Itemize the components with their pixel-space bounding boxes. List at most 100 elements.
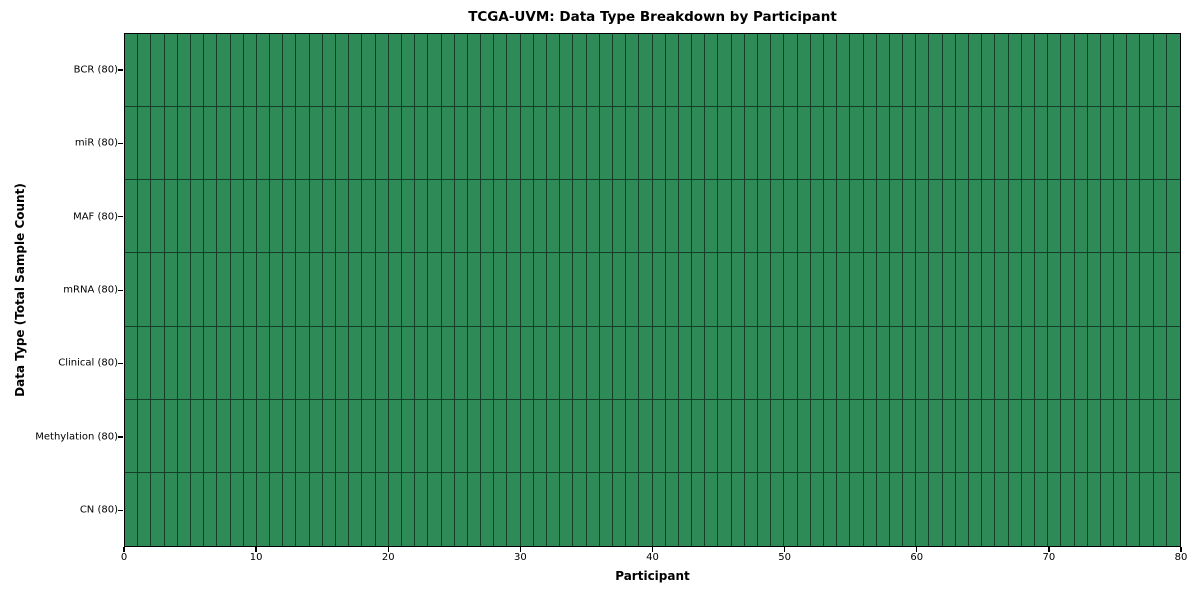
heatmap-cell — [573, 180, 587, 254]
heatmap-cell — [1153, 399, 1167, 473]
heatmap-cell — [692, 472, 706, 546]
heatmap-cell — [784, 180, 798, 254]
heatmap-cell — [520, 472, 534, 546]
y-tick-label: Methylation (80) — [35, 431, 118, 443]
heatmap-cell — [415, 472, 429, 546]
heatmap-cell — [296, 326, 310, 400]
heatmap-cell — [850, 107, 864, 181]
heatmap-cell — [428, 180, 442, 254]
y-axis-label: Data Type (Total Sample Count) — [13, 183, 27, 397]
heatmap-cell — [665, 253, 679, 327]
heatmap-cell — [612, 180, 627, 254]
heatmap-cell — [982, 399, 996, 473]
heatmap-cell — [889, 180, 904, 254]
heatmap-cell — [969, 253, 983, 327]
heatmap-cell — [771, 34, 785, 108]
heatmap-cell — [744, 472, 758, 546]
heatmap-cell — [1140, 399, 1154, 473]
heatmap-cell — [1008, 326, 1022, 400]
heatmap-cell — [230, 399, 244, 473]
heatmap-cell — [876, 107, 890, 181]
heatmap-cell — [494, 326, 508, 400]
heatmap-cell — [995, 34, 1009, 108]
x-tick-mark — [387, 547, 389, 552]
heatmap-cell — [336, 472, 350, 546]
heatmap-cell — [1061, 34, 1075, 108]
heatmap-cell — [243, 34, 257, 108]
heatmap-cell — [217, 107, 231, 181]
heatmap-cell — [929, 253, 943, 327]
heatmap-cell — [916, 253, 930, 327]
heatmap-cell — [507, 34, 521, 108]
heatmap-cell — [309, 180, 323, 254]
heatmap-cell — [612, 253, 627, 327]
heatmap-cell — [415, 399, 429, 473]
heatmap-cell — [415, 107, 429, 181]
heatmap-cell — [837, 107, 851, 181]
heatmap-cell — [454, 107, 468, 181]
heatmap-cell — [1021, 399, 1035, 473]
heatmap-cell — [507, 253, 521, 327]
heatmap-cell — [454, 326, 468, 400]
heatmap-cell — [573, 253, 587, 327]
heatmap-cell — [204, 472, 218, 546]
heatmap-cell — [204, 399, 218, 473]
heatmap-cell — [388, 326, 402, 400]
heatmap-cell — [533, 107, 547, 181]
heatmap-cell — [125, 107, 139, 181]
heatmap-cell — [969, 34, 983, 108]
heatmap-cell — [837, 399, 851, 473]
heatmap-cell — [547, 253, 561, 327]
heatmap-cell — [1074, 472, 1088, 546]
heatmap-cell — [138, 253, 152, 327]
heatmap-cell — [190, 34, 205, 108]
heatmap-cell — [138, 180, 152, 254]
y-tick-mark — [118, 69, 123, 71]
heatmap-cell — [1021, 34, 1035, 108]
heatmap-cell — [1114, 472, 1128, 546]
heatmap-cell — [230, 472, 244, 546]
heatmap-cell — [599, 399, 613, 473]
heatmap-cell — [665, 34, 679, 108]
heatmap-cell — [164, 399, 178, 473]
heatmap-cell — [375, 472, 389, 546]
heatmap-cell — [1048, 253, 1062, 327]
x-tick-mark — [255, 547, 257, 552]
heatmap-cell — [863, 253, 877, 327]
heatmap-cell — [678, 326, 693, 400]
heatmap-cell — [151, 180, 165, 254]
heatmap-cell — [283, 107, 297, 181]
heatmap-cell — [401, 180, 416, 254]
heatmap-cell — [797, 107, 811, 181]
heatmap-cell — [467, 34, 482, 108]
heatmap-cell — [731, 399, 745, 473]
heatmap-cell — [388, 34, 402, 108]
heatmap-cell — [626, 180, 640, 254]
heatmap-cell — [744, 107, 758, 181]
heatmap-cell — [177, 180, 191, 254]
heatmap-cell — [217, 472, 231, 546]
heatmap-cell — [850, 253, 864, 327]
heatmap-cell — [322, 472, 336, 546]
heatmap-cell — [955, 34, 969, 108]
heatmap-cell — [705, 326, 719, 400]
heatmap-cell — [533, 399, 547, 473]
heatmap-cell — [1166, 180, 1180, 254]
heatmap-cell — [217, 34, 231, 108]
heatmap-cell — [1127, 180, 1141, 254]
heatmap-cell — [1008, 399, 1022, 473]
heatmap-cell — [441, 399, 455, 473]
heatmap-cell — [784, 107, 798, 181]
heatmap-cell — [362, 472, 376, 546]
heatmap-cell — [678, 107, 693, 181]
heatmap-cell — [955, 326, 969, 400]
heatmap-cell — [309, 472, 323, 546]
heatmap-cell — [243, 399, 257, 473]
heatmap-cell — [1100, 180, 1115, 254]
heatmap-cell — [1008, 472, 1022, 546]
heatmap-cell — [810, 399, 824, 473]
heatmap-cell — [401, 34, 416, 108]
heatmap-cell — [626, 399, 640, 473]
heatmap-cell — [520, 180, 534, 254]
heatmap-cell — [1114, 180, 1128, 254]
